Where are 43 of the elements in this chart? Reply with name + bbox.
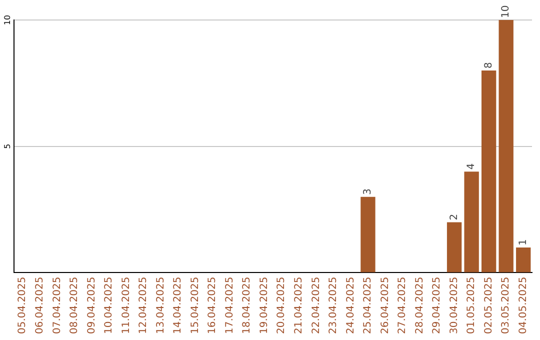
- x-tick-label: 21.04.2025: [293, 276, 304, 334]
- bar: [498, 20, 514, 272]
- x-tick-label: 09.04.2025: [86, 276, 98, 334]
- data-label: 2: [448, 214, 460, 220]
- x-tick-label: 23.04.2025: [328, 276, 340, 334]
- x-tick-label: 11.04.2025: [120, 276, 132, 334]
- data-label: 4: [466, 163, 478, 170]
- x-tick-label: 02.05.2025: [483, 276, 494, 334]
- bar: [516, 247, 531, 272]
- x-tick-label: 05.04.2025: [17, 276, 28, 334]
- x-tick-label: 15.04.2025: [190, 276, 201, 334]
- x-tick-label: 29.04.2025: [432, 276, 443, 334]
- x-tick-label: 17.04.2025: [224, 276, 236, 334]
- data-label: 10: [500, 5, 512, 18]
- x-tick-label: 04.05.2025: [518, 276, 529, 334]
- x-tick-label: 26.04.2025: [380, 276, 391, 334]
- data-label: 1: [518, 239, 529, 246]
- x-tick-label: 10.04.2025: [104, 276, 115, 334]
- x-tick-label: 27.04.2025: [397, 276, 408, 334]
- x-tick-label: 03.05.2025: [500, 276, 512, 334]
- x-tick-label: 24.04.2025: [345, 276, 356, 334]
- data-label: 3: [362, 188, 374, 195]
- bar: [446, 222, 462, 272]
- x-tick-label: 01.05.2025: [466, 276, 478, 334]
- x-tick-label: 18.04.2025: [242, 276, 253, 334]
- x-tick-label: 07.04.2025: [52, 276, 63, 334]
- data-label: 8: [483, 62, 494, 69]
- y-tick-label: 5: [3, 144, 12, 149]
- x-tick-label: 30.04.2025: [448, 276, 460, 334]
- bar: [464, 172, 479, 272]
- x-tick-label: 22.04.2025: [310, 276, 322, 334]
- x-tick-label: 14.04.2025: [172, 276, 184, 334]
- x-tick-label: 19.04.2025: [258, 276, 270, 334]
- x-tick-label: 25.04.2025: [362, 276, 374, 334]
- x-tick-label: 28.04.2025: [414, 276, 426, 334]
- x-tick-label: 12.04.2025: [138, 276, 150, 334]
- x-tick-label: 08.04.2025: [69, 276, 80, 334]
- x-tick-label: 13.04.2025: [155, 276, 166, 334]
- x-tick-label: 20.04.2025: [276, 276, 288, 334]
- bar: [481, 70, 496, 272]
- bar: [360, 196, 376, 272]
- x-tick-label: 06.04.2025: [34, 276, 46, 334]
- x-tick-label: 16.04.2025: [207, 276, 218, 334]
